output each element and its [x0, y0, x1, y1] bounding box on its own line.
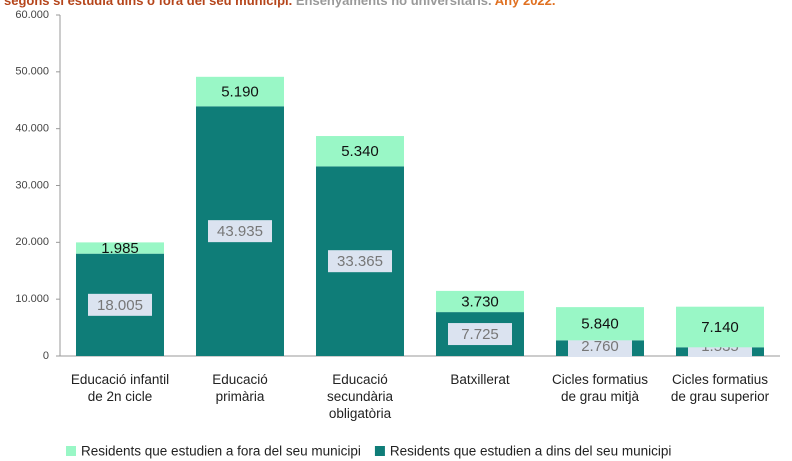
- y-tick-label: 0: [43, 350, 49, 362]
- y-tick-label: 60.000: [15, 9, 49, 21]
- value-label-box: [208, 220, 272, 243]
- x-tick-label: Batxillerat: [450, 372, 510, 387]
- legend-swatch: [66, 446, 76, 456]
- bar-segment: [316, 136, 404, 167]
- y-tick-label: 30.000: [15, 179, 49, 191]
- bar-segment: [196, 76, 284, 107]
- value-label-box: [88, 293, 152, 316]
- value-label: 3.730: [461, 293, 499, 310]
- value-label-box: [448, 323, 512, 346]
- period: Any 2022.: [495, 0, 556, 8]
- title: segons si estudia dins o fora del seu mu…: [4, 0, 292, 8]
- x-tick-label: Cicles formatius de grau mitjà: [551, 372, 649, 404]
- legend-label: Residents que estudien a fora del seu mu…: [81, 444, 361, 459]
- legend-label: Residents que estudien a dins del seu mu…: [390, 444, 671, 459]
- bar-segment: [76, 242, 164, 254]
- y-tick-label: 40.000: [15, 123, 49, 135]
- value-label-box: [568, 335, 632, 357]
- value-label: 5.190: [221, 84, 259, 101]
- value-label: 1.985: [101, 240, 139, 257]
- y-tick-label: 50.000: [15, 66, 49, 78]
- value-label: 7.140: [701, 319, 739, 336]
- value-label: 18.005: [97, 297, 143, 314]
- y-tick-label: 10.000: [15, 293, 49, 305]
- bar-segment: [676, 306, 764, 348]
- value-label: 5.840: [581, 316, 619, 333]
- x-tick-label: Cicles formatius de grau superior: [670, 372, 770, 404]
- subtitle: Ensenyaments no universitaris.: [296, 0, 492, 8]
- value-label: 33.365: [337, 253, 383, 270]
- value-label: 2.760: [581, 338, 619, 355]
- value-label: 7.725: [461, 326, 499, 343]
- chart-title: segons si estudia dins o fora del seu mu…: [4, 0, 556, 8]
- x-tick-label: Educació infantil de 2n cicle: [70, 372, 170, 404]
- bar-segment: [556, 307, 644, 341]
- bar-segment: [436, 290, 524, 313]
- y-tick-label: 20.000: [15, 236, 49, 248]
- value-label: 5.340: [341, 143, 379, 160]
- value-label-box: [328, 250, 392, 273]
- value-label: 43.935: [217, 223, 263, 240]
- x-tick-label: Educació secundària obligatòria: [326, 372, 394, 421]
- x-tick-label: Educació primària: [212, 372, 268, 404]
- legend-swatch: [374, 446, 385, 456]
